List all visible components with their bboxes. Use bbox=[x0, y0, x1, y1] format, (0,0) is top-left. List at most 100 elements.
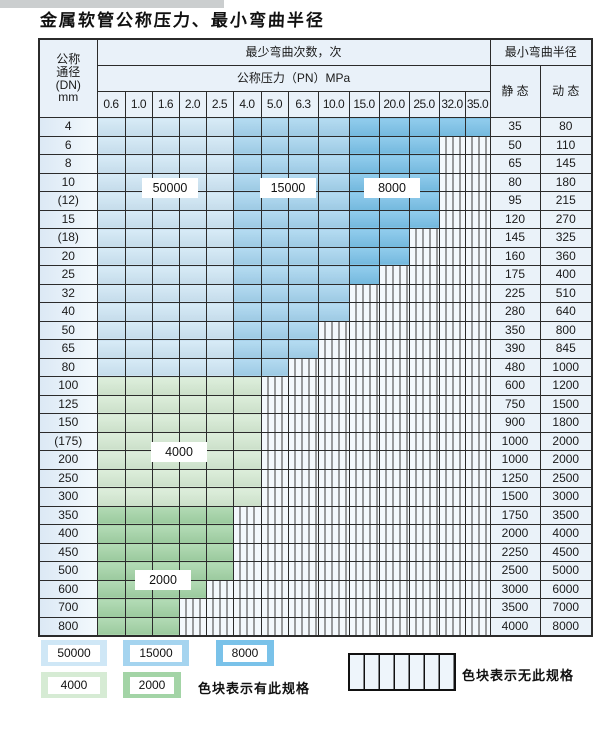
spec-cell bbox=[124, 431, 153, 451]
cycle-count-label: 8000 bbox=[364, 178, 420, 198]
no-spec-cell bbox=[317, 487, 350, 507]
dn-cell: 80 bbox=[38, 357, 98, 377]
no-spec-cell bbox=[348, 376, 380, 396]
spec-cell bbox=[178, 357, 207, 377]
spec-cell bbox=[96, 450, 126, 470]
spec-cell bbox=[178, 228, 207, 248]
dynamic-radius-cell: 270 bbox=[539, 209, 593, 229]
pressure-column-label: 25.0 bbox=[408, 91, 440, 118]
no-spec-cell bbox=[287, 542, 319, 562]
spec-cell bbox=[178, 283, 207, 303]
static-radius-cell: 2500 bbox=[489, 561, 541, 581]
no-spec-cell bbox=[378, 579, 410, 599]
static-radius-cell: 120 bbox=[489, 209, 541, 229]
spec-cell bbox=[151, 505, 180, 525]
pressure-column-label: 0.6 bbox=[96, 91, 126, 118]
no-spec-cell bbox=[464, 542, 491, 562]
spec-cell bbox=[178, 542, 207, 562]
no-spec-cell bbox=[317, 413, 350, 433]
static-radius-cell: 1250 bbox=[489, 468, 541, 488]
spec-cell bbox=[205, 524, 234, 544]
spec-cell bbox=[287, 320, 319, 340]
spec-cell bbox=[124, 487, 153, 507]
no-spec-cell bbox=[408, 357, 440, 377]
spec-cell bbox=[96, 468, 126, 488]
spec-cell bbox=[205, 228, 234, 248]
spec-cell bbox=[96, 542, 126, 562]
pressure-column-label: 32.0 bbox=[438, 91, 466, 118]
static-radius-cell: 600 bbox=[489, 376, 541, 396]
no-spec-cell bbox=[438, 320, 466, 340]
spec-cell bbox=[124, 154, 153, 174]
no-spec-cell bbox=[378, 524, 410, 544]
no-spec-cell bbox=[378, 487, 410, 507]
no-spec-cell bbox=[348, 468, 380, 488]
spec-cell bbox=[151, 339, 180, 359]
no-spec-cell bbox=[287, 376, 319, 396]
spec-cell bbox=[464, 117, 491, 137]
spec-cell bbox=[178, 487, 207, 507]
spec-cell bbox=[205, 283, 234, 303]
static-radius-cell: 2000 bbox=[489, 524, 541, 544]
spec-cell bbox=[205, 413, 234, 433]
scan-artifact-strip bbox=[0, 0, 224, 8]
no-spec-cell bbox=[438, 413, 466, 433]
spec-cell bbox=[124, 468, 153, 488]
dynamic-radius-cell: 3500 bbox=[539, 505, 593, 525]
spec-cell bbox=[205, 376, 234, 396]
no-spec-cell bbox=[260, 487, 289, 507]
dynamic-header: 动 态 bbox=[539, 65, 593, 118]
no-spec-cell bbox=[464, 468, 491, 488]
no-spec-cell bbox=[232, 616, 262, 637]
no-spec-cell bbox=[287, 524, 319, 544]
no-spec-cell bbox=[317, 598, 350, 618]
spec-cell bbox=[260, 154, 289, 174]
no-spec-cell bbox=[464, 505, 491, 525]
no-spec-cell bbox=[260, 413, 289, 433]
static-radius-cell: 145 bbox=[489, 228, 541, 248]
spec-cell bbox=[232, 394, 262, 414]
spec-cell bbox=[232, 117, 262, 137]
dynamic-radius-cell: 4000 bbox=[539, 524, 593, 544]
spec-cell bbox=[96, 172, 126, 192]
spec-cell bbox=[124, 376, 153, 396]
dynamic-radius-cell: 6000 bbox=[539, 579, 593, 599]
spec-cell bbox=[124, 413, 153, 433]
no-spec-cell bbox=[378, 265, 410, 285]
dynamic-radius-cell: 145 bbox=[539, 154, 593, 174]
spec-cell bbox=[151, 135, 180, 155]
spec-cell bbox=[178, 413, 207, 433]
spec-cell bbox=[124, 542, 153, 562]
no-spec-cell bbox=[287, 431, 319, 451]
static-radius-cell: 2250 bbox=[489, 542, 541, 562]
spec-cell bbox=[205, 561, 234, 581]
no-spec-cell bbox=[438, 487, 466, 507]
no-spec-cell bbox=[464, 302, 491, 322]
legend-swatch-2000: 2000 bbox=[123, 672, 181, 698]
table-row: 100 600 1200 bbox=[38, 376, 593, 396]
static-radius-cell: 1500 bbox=[489, 487, 541, 507]
dynamic-radius-cell: 8000 bbox=[539, 616, 593, 637]
no-spec-cell bbox=[287, 413, 319, 433]
no-spec-cell bbox=[317, 357, 350, 377]
spec-cell bbox=[96, 246, 126, 266]
no-spec-cell bbox=[408, 561, 440, 581]
no-spec-cell bbox=[438, 209, 466, 229]
table-row: 200 1000 2000 bbox=[38, 450, 593, 470]
spec-cell bbox=[260, 320, 289, 340]
spec-cell bbox=[96, 283, 126, 303]
pressure-column-label: 1.6 bbox=[151, 91, 180, 118]
legend-swatch-4000: 4000 bbox=[41, 672, 107, 698]
no-spec-cell bbox=[260, 505, 289, 525]
spec-cell bbox=[287, 246, 319, 266]
spec-cell bbox=[287, 283, 319, 303]
spec-cell bbox=[178, 265, 207, 285]
no-spec-cell bbox=[408, 228, 440, 248]
static-radius-cell: 350 bbox=[489, 320, 541, 340]
spec-cell bbox=[151, 265, 180, 285]
spec-cell bbox=[205, 172, 234, 192]
no-spec-cell bbox=[464, 376, 491, 396]
spec-cell bbox=[151, 320, 180, 340]
spec-cell bbox=[232, 228, 262, 248]
static-radius-cell: 160 bbox=[489, 246, 541, 266]
